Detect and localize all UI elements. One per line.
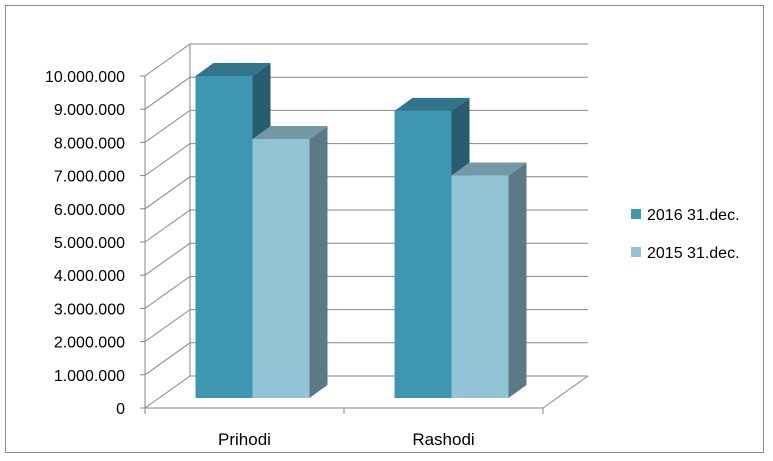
gridline-depth [144, 242, 191, 276]
gridline-depth [144, 209, 191, 243]
y-tick-label: 4.000.000 [54, 268, 125, 285]
bar [252, 126, 328, 399]
gridline-depth [144, 176, 191, 210]
gridline-depth [144, 143, 191, 177]
category-label: Rashodi [412, 430, 474, 449]
legend-label: 2015 31.dec. [647, 245, 740, 262]
bars [195, 62, 527, 399]
y-tick-label: 6.000.000 [54, 202, 125, 219]
y-tick-label: 2.000.000 [54, 335, 125, 352]
bar-top [195, 62, 271, 76]
floor-edge [542, 375, 589, 409]
legend: 2016 31.dec. 2015 31.dec. [631, 207, 740, 262]
bar-front [451, 175, 509, 398]
y-tick-label: 0 [116, 401, 125, 418]
y-axis-tick-labels: 0 1.000.000 2.000.000 3.000.000 4.000.000 5.0… [45, 69, 145, 418]
y-tick-label: 1.000.000 [54, 368, 125, 385]
bar-top [252, 126, 328, 140]
y-tick-label: 5.000.000 [54, 235, 125, 252]
legend-swatch [631, 209, 641, 219]
y-tick-label: 8.000.000 [54, 135, 125, 152]
legend-item: 2015 31.dec. [631, 245, 740, 262]
gridline-depth [144, 309, 191, 343]
bar-front [195, 75, 253, 399]
bar-side [508, 162, 527, 398]
legend-label: 2016 31.dec. [647, 207, 740, 224]
x-axis-category-labels: Prihodi Rashodi [218, 430, 475, 449]
y-tick-label: 10.000.000 [45, 69, 125, 86]
bar [451, 162, 527, 398]
gridline-depth [144, 109, 191, 143]
y-tick-label: 3.000.000 [54, 301, 125, 318]
legend-swatch [631, 247, 641, 257]
gridline-depth [144, 275, 191, 309]
bar-front [394, 110, 452, 398]
bar-top [394, 97, 470, 111]
gridline-depth [144, 342, 191, 376]
gridline-depth [144, 76, 191, 110]
bar-front [252, 139, 310, 399]
gridline-depth [144, 375, 191, 409]
category-label: Prihodi [218, 430, 271, 449]
chart-frame [5, 5, 764, 453]
gridline-depth [144, 43, 191, 77]
y-tick-label: 7.000.000 [54, 169, 125, 186]
bar-top [451, 162, 527, 176]
bar-side [309, 126, 328, 398]
legend-item: 2016 31.dec. [631, 207, 740, 224]
y-tick-label: 9.000.000 [54, 102, 125, 119]
